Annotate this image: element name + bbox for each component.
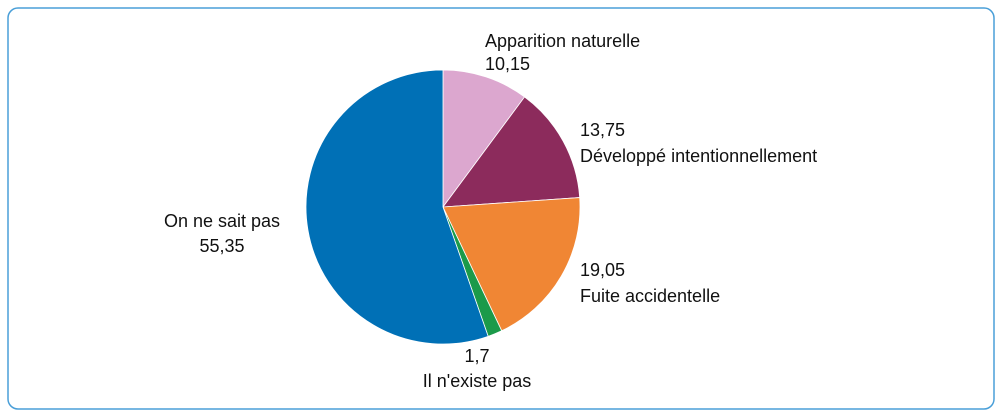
value-label: 10,15 — [485, 54, 530, 74]
slice-label: Il n'existe pas — [423, 371, 532, 391]
slice-label: Développé intentionnellement — [580, 146, 817, 166]
value-label: 55,35 — [199, 236, 244, 256]
pie-slice — [442, 96, 581, 208]
value-label: 19,05 — [580, 260, 625, 280]
pie-slice — [305, 69, 489, 345]
value-label: 1,7 — [464, 346, 489, 366]
slice-label: On ne sait pas — [164, 211, 280, 231]
pie-slice — [442, 197, 581, 332]
slice-label: Fuite accidentelle — [580, 286, 720, 306]
pie-slice — [442, 69, 526, 209]
value-label: 13,75 — [580, 120, 625, 140]
slice-label: Apparition naturelle — [485, 31, 640, 51]
